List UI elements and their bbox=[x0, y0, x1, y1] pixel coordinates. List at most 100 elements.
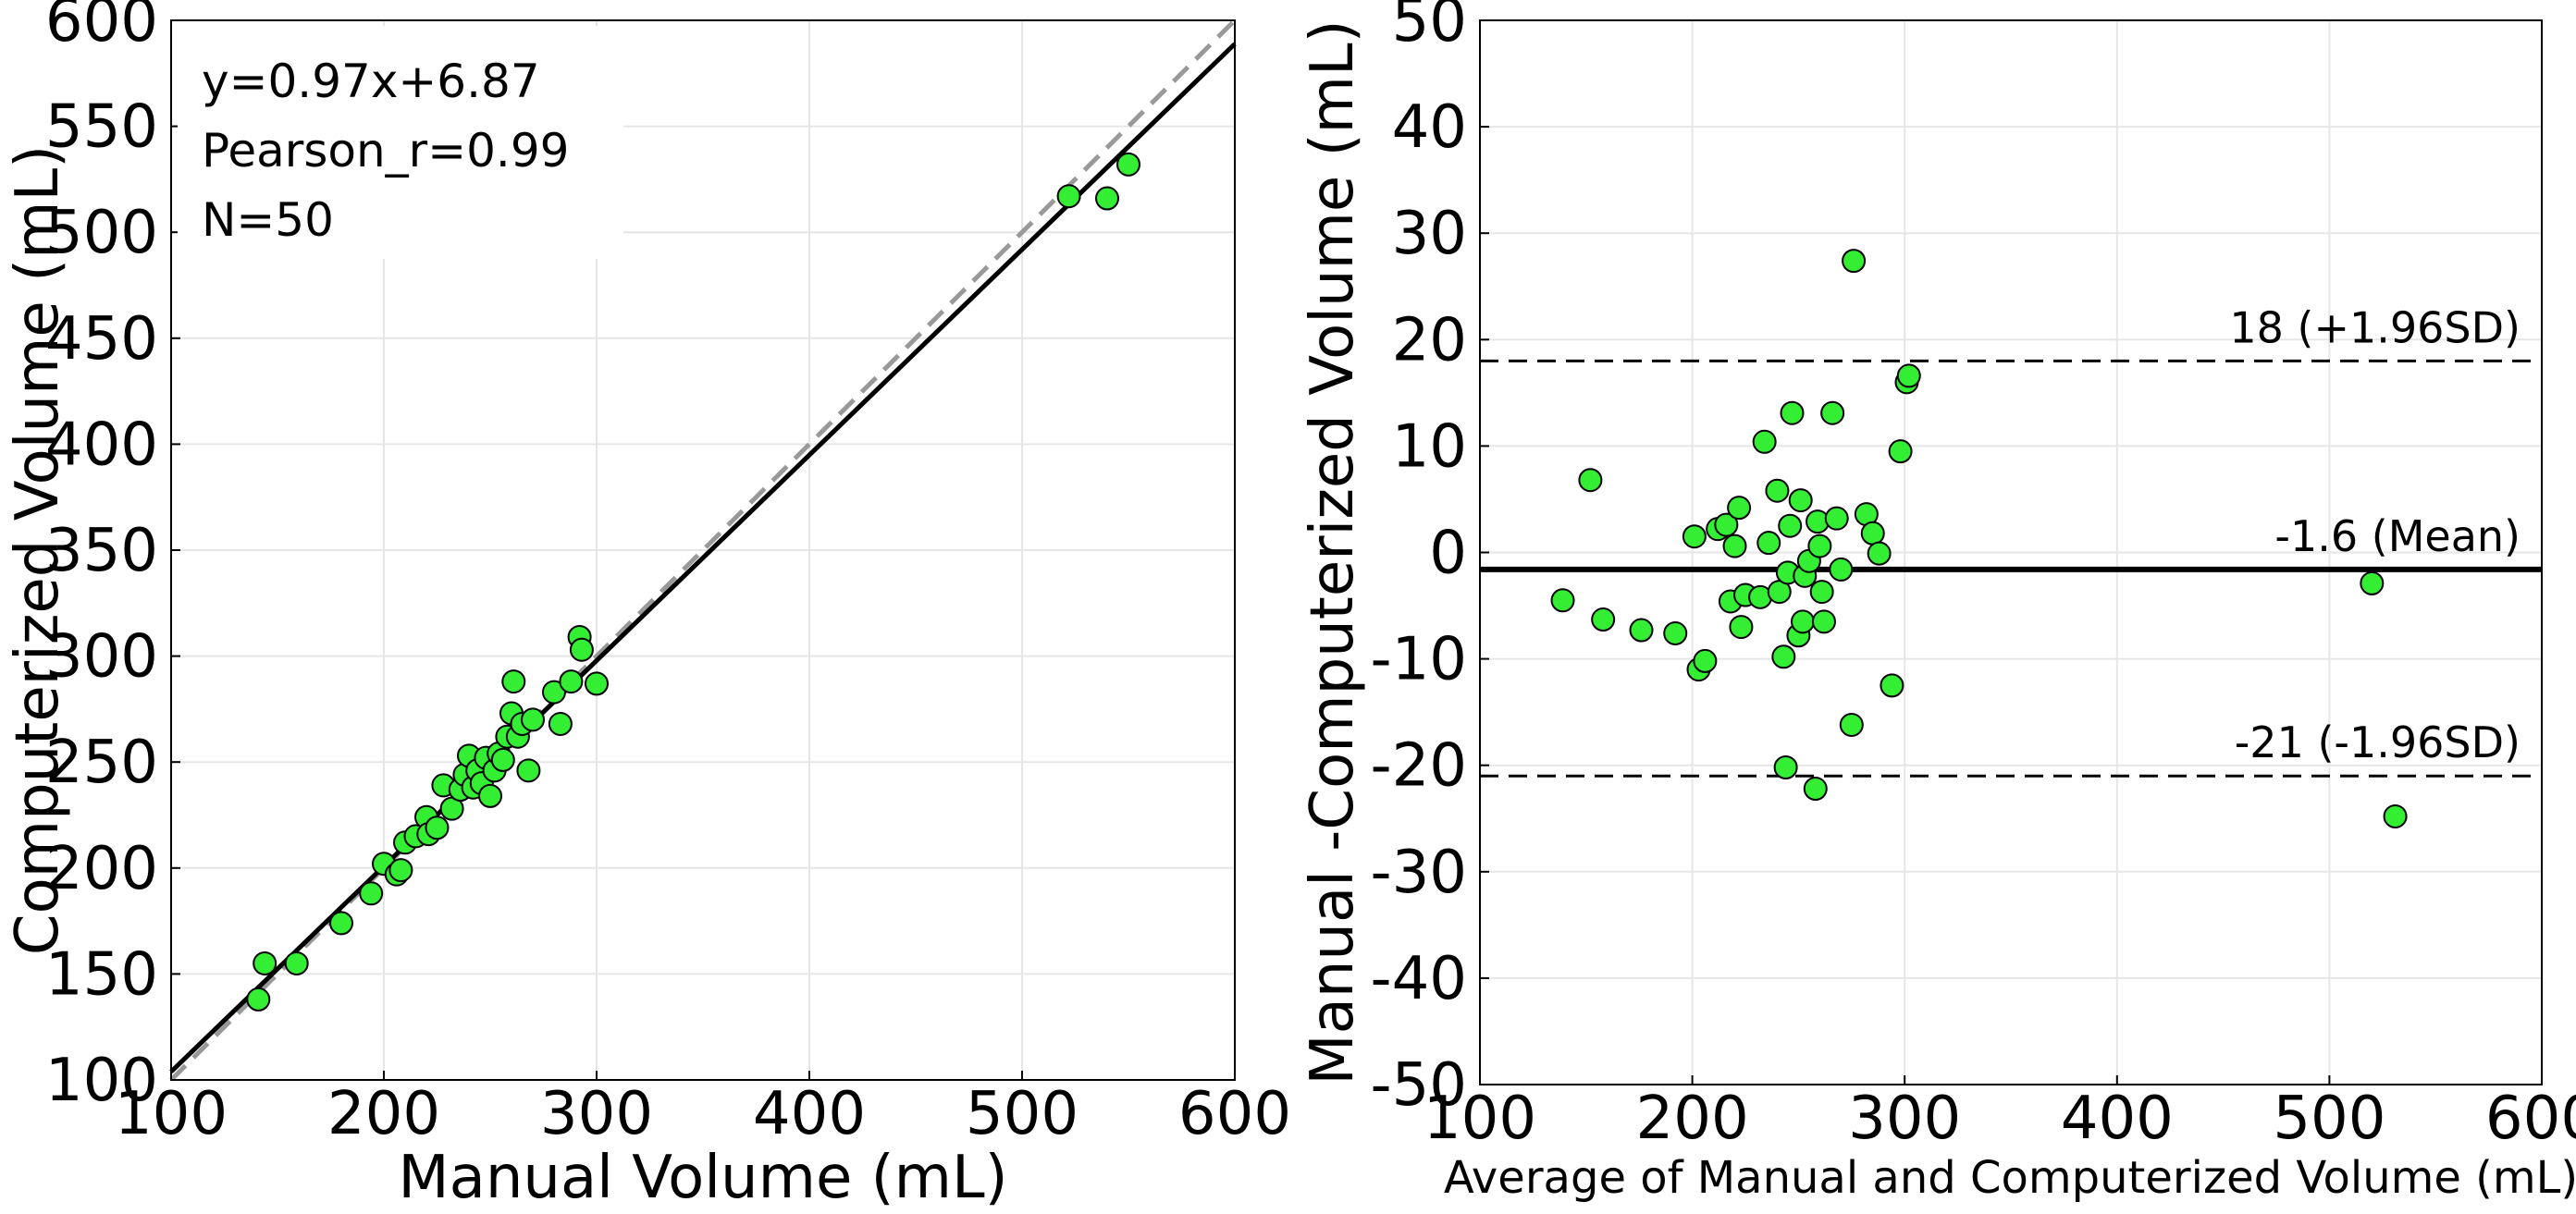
data-point bbox=[1773, 755, 1798, 780]
data-point bbox=[1591, 607, 1616, 632]
y-tick-label: -30 bbox=[1370, 839, 1467, 907]
data-point bbox=[1896, 363, 1921, 388]
lower-limit-label: -21 (-1.96SD) bbox=[2235, 717, 2521, 767]
x-tick-label: 100 bbox=[115, 1080, 228, 1148]
y-axis-title: Manual -Computerized Volume (mL) bbox=[1299, 19, 1367, 1085]
x-tick-label: 400 bbox=[753, 1080, 866, 1148]
data-point bbox=[359, 881, 384, 906]
y-tick-label: 450 bbox=[45, 305, 158, 374]
y-tick-label: 350 bbox=[45, 517, 158, 585]
y-tick-label: 600 bbox=[45, 0, 158, 55]
y-tick-label: 10 bbox=[1392, 412, 1467, 481]
data-point bbox=[1888, 439, 1913, 464]
data-point bbox=[1729, 615, 1754, 640]
y-tick-label: 250 bbox=[45, 729, 158, 797]
upper-limit-label: 18 (+1.96SD) bbox=[2229, 302, 2521, 352]
x-axis-title: Manual Volume (mL) bbox=[398, 1144, 1007, 1212]
correlation-plot: 100 200 300 400 500 600 100 150 200 250 300 350 400 4… bbox=[4, 0, 1291, 1212]
y-tick-label: 400 bbox=[45, 411, 158, 479]
data-point bbox=[1629, 618, 1654, 643]
x-tick-label: 400 bbox=[2061, 1085, 2174, 1153]
data-point bbox=[1820, 400, 1845, 425]
annotation-box bbox=[178, 26, 623, 259]
data-point bbox=[1860, 521, 1885, 546]
bland-altman-plot: 100 200 300 400 500 600 -50 -40 -30 -20 -10 0 10 20 30… bbox=[1299, 0, 2576, 1204]
data-point bbox=[1867, 541, 1892, 566]
y-tick-label: 550 bbox=[45, 93, 158, 162]
data-point bbox=[1682, 524, 1707, 549]
data-point bbox=[1778, 513, 1803, 538]
data-point bbox=[1116, 152, 1140, 177]
data-point bbox=[501, 669, 526, 694]
limit-lines bbox=[1480, 359, 2542, 778]
data-point bbox=[1824, 506, 1849, 531]
data-point bbox=[1727, 496, 1752, 521]
correlation-points bbox=[246, 152, 1140, 1012]
data-point bbox=[388, 858, 413, 883]
y-tick-label: 0 bbox=[1429, 520, 1467, 588]
data-point bbox=[1722, 533, 1747, 558]
y-tick-label: 200 bbox=[45, 835, 158, 903]
x-tick-label: 200 bbox=[327, 1080, 440, 1148]
data-point bbox=[1839, 712, 1864, 737]
correlation-lines bbox=[169, 18, 1237, 1082]
data-point bbox=[425, 815, 450, 840]
data-point bbox=[1056, 184, 1081, 209]
data-point bbox=[1578, 468, 1603, 493]
data-point bbox=[542, 680, 566, 705]
data-point bbox=[253, 950, 277, 975]
x-tick-label: 500 bbox=[2273, 1085, 2385, 1153]
x-tick-label: 200 bbox=[1636, 1085, 1749, 1153]
y-tick-label: 100 bbox=[45, 1047, 158, 1115]
y-tick-label: -40 bbox=[1370, 945, 1467, 1013]
data-point bbox=[1811, 609, 1836, 634]
data-point bbox=[1829, 557, 1854, 582]
data-point bbox=[1756, 531, 1781, 556]
y-tick-label: 300 bbox=[45, 623, 158, 692]
y-tick-label: 30 bbox=[1392, 200, 1467, 268]
data-point bbox=[1663, 620, 1688, 645]
x-tick-label: 300 bbox=[1848, 1085, 1961, 1153]
data-point bbox=[559, 669, 584, 694]
x-tick-label: 500 bbox=[966, 1080, 1078, 1148]
y-tick-label: -10 bbox=[1370, 626, 1467, 694]
data-point bbox=[521, 707, 545, 732]
y-tick-label: 150 bbox=[45, 940, 158, 1009]
data-point bbox=[548, 711, 573, 736]
x-tick-label: 300 bbox=[540, 1080, 653, 1148]
data-point bbox=[1790, 609, 1815, 634]
data-point bbox=[1095, 186, 1119, 211]
data-point bbox=[1693, 648, 1718, 673]
bland-altman-points bbox=[1550, 249, 2408, 828]
data-point bbox=[569, 637, 594, 662]
data-point bbox=[1807, 533, 1832, 558]
data-point bbox=[1752, 429, 1777, 454]
data-point bbox=[1880, 673, 1904, 698]
x-axis-title: Average of Manual and Computerized Volum… bbox=[1444, 1152, 2576, 1204]
x-tick-label: 600 bbox=[1178, 1080, 1291, 1148]
regression-line bbox=[169, 42, 1237, 1073]
y-tick-label: 500 bbox=[45, 199, 158, 267]
x-tick-label: 100 bbox=[1424, 1085, 1536, 1153]
data-point bbox=[246, 987, 271, 1012]
data-point bbox=[585, 671, 609, 696]
data-point bbox=[516, 758, 541, 783]
data-point bbox=[490, 747, 515, 772]
data-point bbox=[1714, 512, 1739, 537]
correlation-ticks: 100 200 300 400 500 600 100 150 200 250 300 350 400 4… bbox=[45, 0, 1291, 1148]
bland-altman-ticks: 100 200 300 400 500 600 -50 -40 -30 -20 -10 0 10 20 30… bbox=[1370, 0, 2576, 1153]
pearson-r-label: Pearson_r=0.99 bbox=[202, 124, 569, 178]
data-point bbox=[1842, 249, 1867, 274]
sample-size-label: N=50 bbox=[202, 193, 334, 247]
y-tick-label: 40 bbox=[1392, 93, 1467, 162]
regression-equation: y=0.97x+6.87 bbox=[202, 55, 540, 108]
data-point bbox=[329, 911, 353, 936]
data-point bbox=[1788, 488, 1813, 513]
data-point bbox=[1550, 588, 1575, 613]
y-tick-label: -50 bbox=[1370, 1051, 1467, 1120]
data-point bbox=[1803, 777, 1828, 802]
y-tick-label: 50 bbox=[1392, 0, 1467, 55]
x-tick-label: 600 bbox=[2485, 1085, 2576, 1153]
data-point bbox=[2383, 803, 2408, 828]
